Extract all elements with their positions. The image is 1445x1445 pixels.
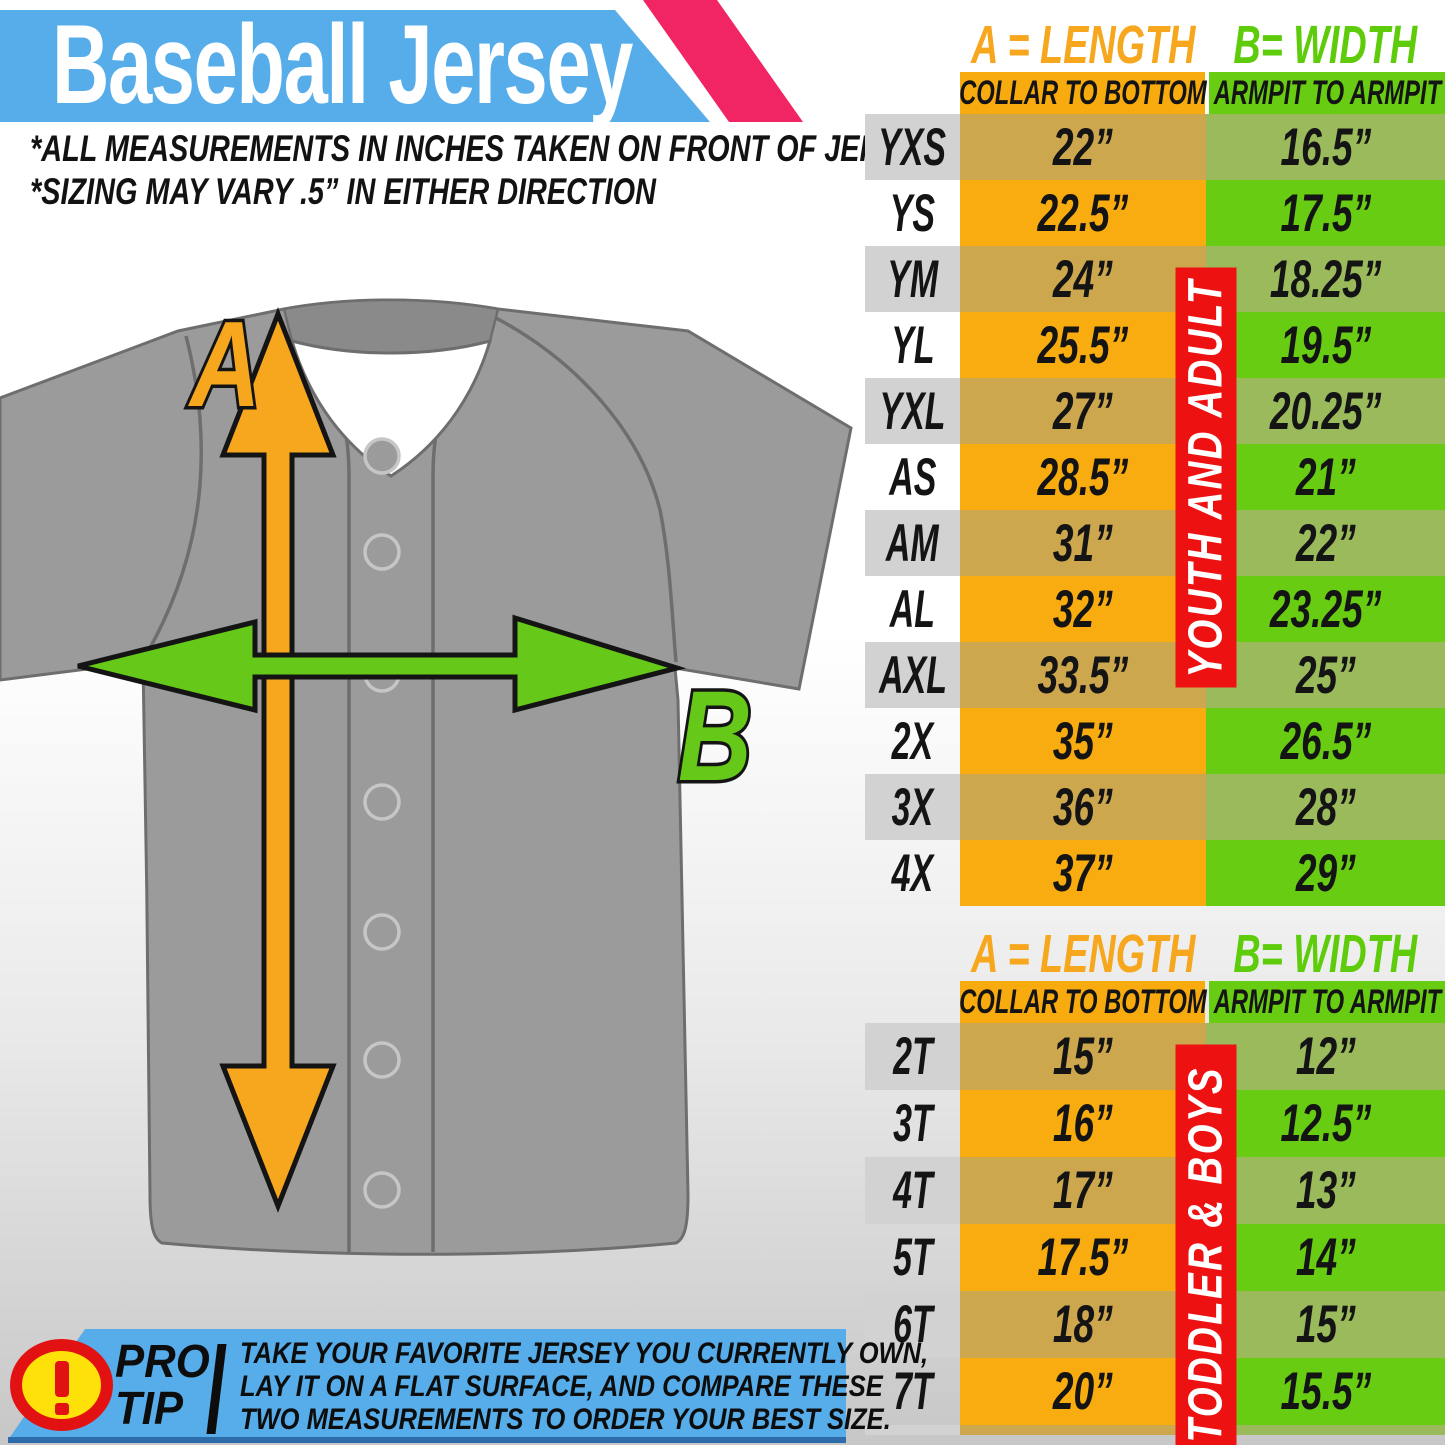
column-header-length: COLLAR TO BOTTOM (959, 72, 1206, 114)
size-row-yl: YL 25.5” 19.5” (865, 312, 1445, 378)
protip-text-line: LAY IT ON A FLAT SURFACE, AND COMPARE TH… (240, 1370, 883, 1403)
table-header-row: A = LENGTH B= WIDTH (865, 15, 1445, 75)
protip-text-line: TWO MEASUREMENTS TO ORDER YOUR BEST SIZE… (240, 1403, 891, 1436)
arrow-b-horizontal (77, 614, 687, 714)
size-row-3t: 3T 16” 12.5” (865, 1090, 1445, 1157)
size-row-ym: YM 24” 18.25” (865, 246, 1445, 312)
protip-label: PRO TIP (115, 1335, 210, 1434)
ribbon-toddler-boys: TODDLER & BOYS (1175, 1044, 1237, 1445)
protip-banner-shadow (8, 1437, 846, 1443)
header-length: A = LENGTH (970, 15, 1196, 75)
label-b: B (678, 664, 752, 808)
note-line-2: *SIZING MAY VARY .5” IN EITHER DIRECTION (30, 171, 656, 212)
measurement-notes: *ALL MEASUREMENTS IN INCHES TAKEN ON FRO… (30, 127, 1194, 213)
size-row-yxs: YXS 22” 16.5” (865, 114, 1445, 180)
size-row-2t: 2T 15” 12” (865, 1023, 1445, 1090)
title-banner: Baseball Jersey (0, 10, 710, 122)
page-title: Baseball Jersey (52, 2, 633, 127)
size-row-am: AM 31” 22” (865, 510, 1445, 576)
size-row-4t: 4T 17” 13” (865, 1157, 1445, 1224)
column-header-length: COLLAR TO BOTTOM (959, 981, 1206, 1023)
jersey-illustration: A B (0, 294, 853, 1256)
jersey-body (0, 298, 853, 1256)
size-table-toddler-boys: A = LENGTH B= WIDTH COLLAR TO BOTTOM ARM… (865, 924, 1445, 1435)
size-row-7t: 7T 20” 15.5” (865, 1358, 1445, 1425)
size-row-5t: 5T 17.5” 14” (865, 1224, 1445, 1291)
size-row-2x: 2X 35” 26.5” (865, 708, 1445, 774)
size-row-6t: 6T 18” 15” (865, 1291, 1445, 1358)
column-header-row: COLLAR TO BOTTOM ARMPIT TO ARMPIT (865, 72, 1445, 114)
ribbon-youth-and-adult: YOUTH AND ADULT (1175, 267, 1237, 688)
table-header-row: A = LENGTH B= WIDTH (865, 924, 1445, 984)
header-width: B= WIDTH (1233, 924, 1418, 984)
size-row-3x: 3X 36” 28” (865, 774, 1445, 840)
column-header-width: ARMPIT TO ARMPIT (1209, 981, 1445, 1023)
size-row-al: AL 32” 23.25” (865, 576, 1445, 642)
size-row-as: AS 28.5” 21” (865, 444, 1445, 510)
size-row-yxl: YXL 27” 20.25” (865, 378, 1445, 444)
size-row-4x: 4X 37” 29” (865, 840, 1445, 906)
exclamation-warning-icon (10, 1339, 113, 1431)
protip-text-line: TAKE YOUR FAVORITE JERSEY YOU CURRENTLY … (240, 1337, 929, 1370)
protip-banner (10, 1329, 846, 1437)
note-line-1: *ALL MEASUREMENTS IN INCHES TAKEN ON FRO… (30, 128, 939, 169)
size-table-youth-adult: A = LENGTH B= WIDTH COLLAR TO BOTTOM ARM… (865, 15, 1445, 906)
label-a: A (187, 297, 260, 433)
size-row-partial (865, 1425, 1445, 1435)
arrow-a-vertical (219, 307, 337, 1213)
size-row-axl: AXL 33.5” 25” (865, 642, 1445, 708)
protip-text: TAKE YOUR FAVORITE JERSEY YOU CURRENTLY … (240, 1337, 1050, 1436)
header-length: A = LENGTH (970, 924, 1196, 984)
size-row-ys: YS 22.5” 17.5” (865, 180, 1445, 246)
column-header-row: COLLAR TO BOTTOM ARMPIT TO ARMPIT (865, 981, 1445, 1023)
header-width: B= WIDTH (1233, 15, 1418, 75)
column-header-width: ARMPIT TO ARMPIT (1209, 72, 1445, 114)
neck-opening (289, 338, 493, 478)
